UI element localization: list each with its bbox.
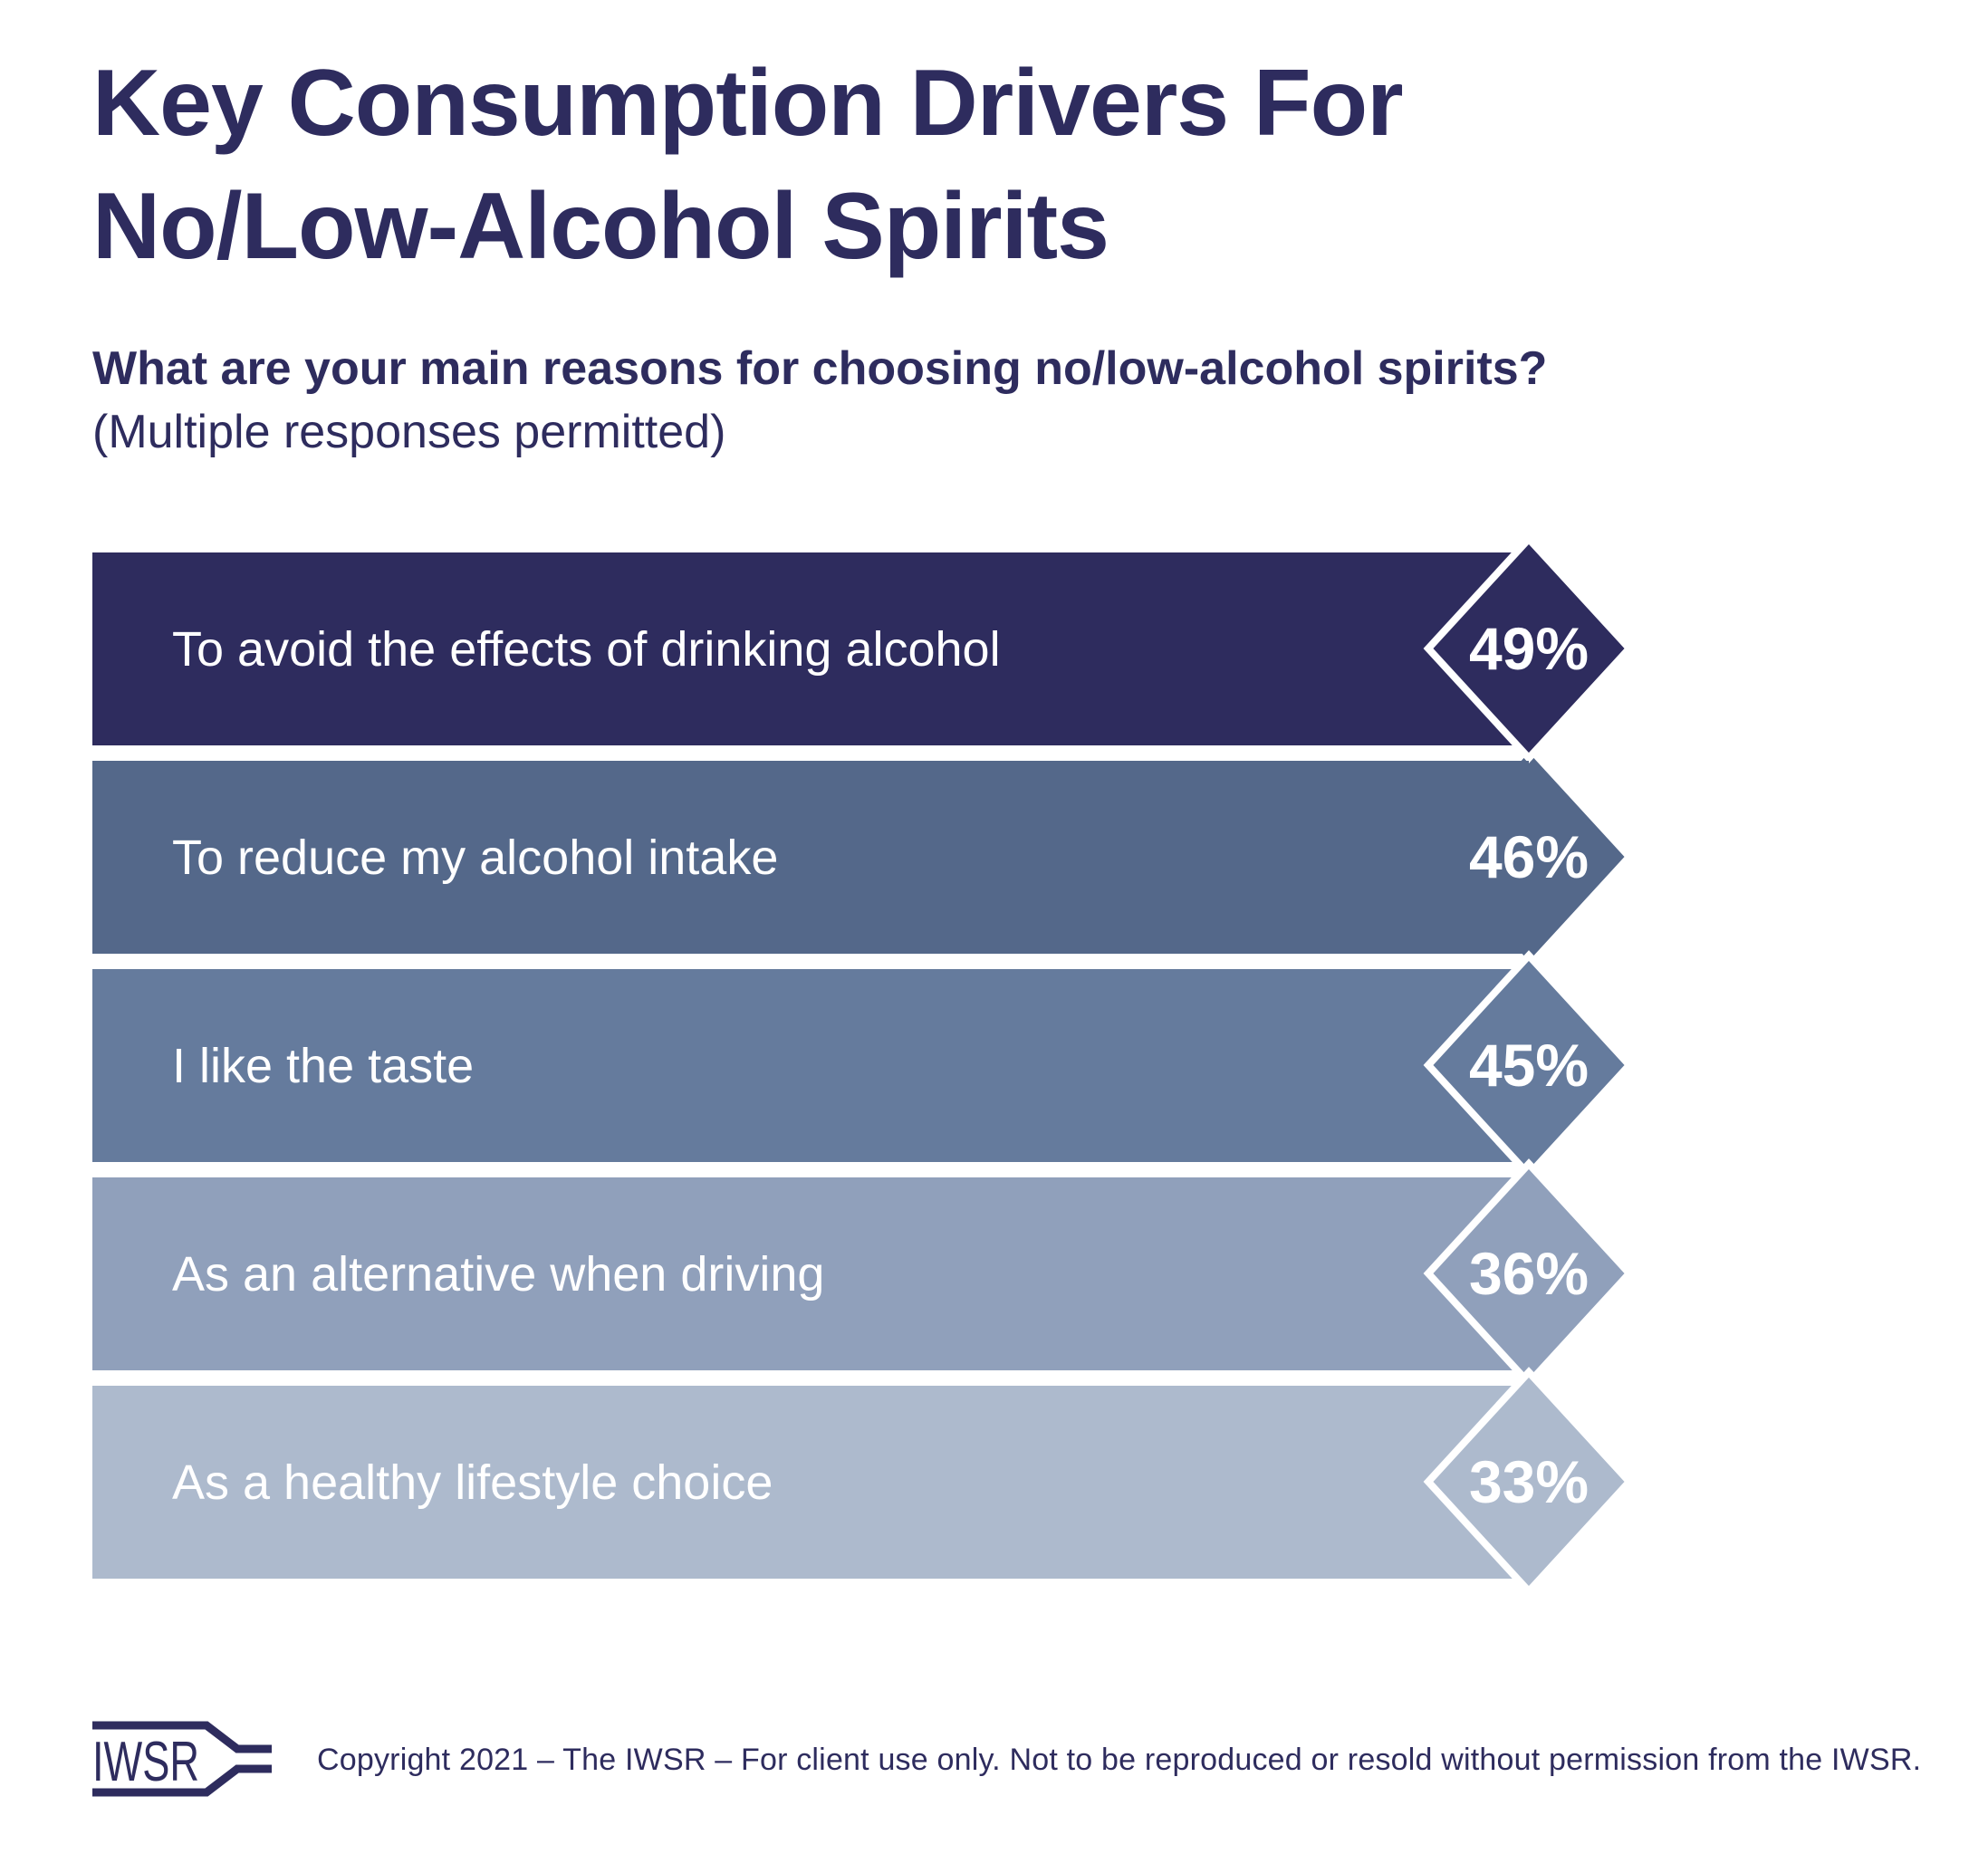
bar-value: 46% [1468, 823, 1589, 890]
bar [92, 761, 1529, 954]
bar-row: As an alternative when driving 36% [92, 1158, 1746, 1388]
bar-value: 33% [1468, 1448, 1589, 1515]
iwsr-logo: IWSR [92, 1721, 272, 1797]
bar-label: I like the taste [172, 1038, 475, 1093]
survey-question-bold: What are your main reasons for choosing … [92, 342, 1548, 395]
bottle-top-line [92, 1721, 272, 1753]
survey-question-note: (Multiple responses permitted) [92, 406, 726, 458]
bar-label: To reduce my alcohol intake [172, 830, 779, 885]
bar [92, 1177, 1529, 1370]
page-title-line1: Key Consumption Drivers For [92, 51, 1404, 156]
bar-label: To avoid the effects of drinking alcohol [172, 621, 1001, 677]
footer: IWSR Copyright 2021 – The IWSR – For cli… [0, 1712, 1988, 1820]
bar-value: 49% [1468, 615, 1589, 682]
diamond-badge [1423, 1367, 1635, 1597]
diamond-badge [1423, 533, 1635, 764]
bar [92, 552, 1529, 745]
bottle-bottom-line [92, 1764, 272, 1797]
bar-label: As an alternative when driving [172, 1246, 825, 1301]
survey-question: What are your main reasons for choosing … [92, 337, 1632, 464]
page-title-line2: No/Low-Alcohol Spirits [92, 174, 1109, 279]
bar-value: 36% [1468, 1240, 1589, 1307]
bar-row: To avoid the effects of drinking alcohol… [92, 533, 1746, 764]
bar [92, 969, 1529, 1162]
bar-row: I like the taste 45% [92, 950, 1746, 1180]
iwsr-logo-text: IWSR [92, 1731, 199, 1793]
bar [92, 1386, 1529, 1579]
page-title: Key Consumption Drivers For No/Low-Alcoh… [92, 42, 1404, 288]
bar-label: As a healthy lifestyle choice [172, 1455, 773, 1510]
bar-row: As a healthy lifestyle choice 33% [92, 1367, 1746, 1597]
bar-row: To reduce my alcohol intake 46% [92, 742, 1746, 972]
copyright-text: Copyright 2021 – The IWSR – For client u… [317, 1743, 1922, 1777]
bar-value: 45% [1468, 1032, 1589, 1099]
